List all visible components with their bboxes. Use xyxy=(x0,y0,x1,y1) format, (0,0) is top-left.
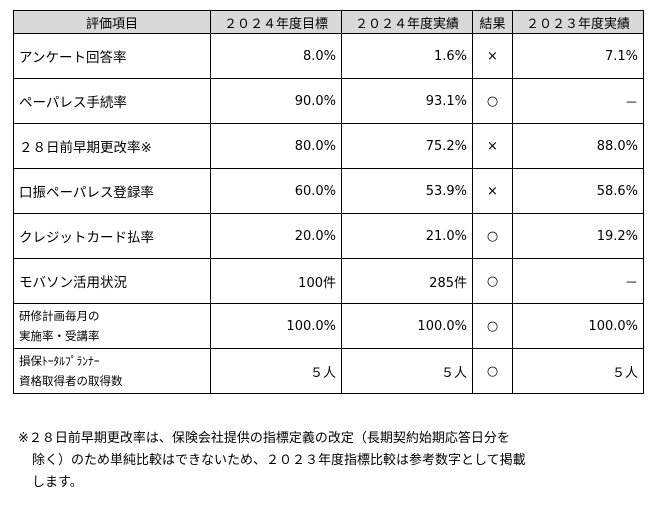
row-item: ２８日前早期更改率※ xyxy=(13,123,211,169)
row-result: ○ xyxy=(472,348,513,394)
header-2023-actual: ２０２３年度実績 xyxy=(512,10,644,34)
row-target: 80.0% xyxy=(210,123,342,169)
row-actual: 100.0% xyxy=(341,303,473,349)
row-target: ５人 xyxy=(210,348,342,394)
row-item: ペーパレス手続率 xyxy=(13,78,211,124)
row-target: 20.0% xyxy=(210,213,342,259)
footnote-line: 除く）のため単純比較はできないため、２０２３年度指標比較は参考数字として掲載 xyxy=(32,453,526,468)
row-result: × xyxy=(472,168,513,214)
kpi-evaluation-table: 評価項目 ２０２４年度目標 ２０２４年度実績 結果 ２０２３年度実績 アンケート… xyxy=(13,10,644,394)
header-result: 結果 xyxy=(472,10,513,34)
row-prev: － xyxy=(512,78,644,124)
row-target: 100.0% xyxy=(210,303,342,349)
row-prev: 19.2% xyxy=(512,213,644,259)
table-row: 口振ペーパレス登録率 60.0% 53.9% × 58.6% xyxy=(13,168,644,214)
table-row: モバソン活用状況 100件 285件 ○ － xyxy=(13,258,644,304)
table-row: ２８日前早期更改率※ 80.0% 75.2% × 88.0% xyxy=(13,123,644,169)
row-result: × xyxy=(472,33,513,79)
row-item: 研修計画毎月の 実施率・受講率 xyxy=(13,303,211,349)
row-result: ○ xyxy=(472,303,513,349)
row-result: ○ xyxy=(472,258,513,304)
footnote: ※２８日前早期更改率は、保険会社提供の指標定義の改定（長期契約始期応答日分を 除… xyxy=(18,428,638,494)
footnote-line: ※２８日前早期更改率は、保険会社提供の指標定義の改定（長期契約始期応答日分を xyxy=(18,431,510,446)
row-target: 90.0% xyxy=(210,78,342,124)
row-prev: － xyxy=(512,258,644,304)
row-target: 100件 xyxy=(210,258,342,304)
row-actual: 93.1% xyxy=(341,78,473,124)
row-result: ○ xyxy=(472,213,513,259)
row-result: ○ xyxy=(472,78,513,124)
row-result: × xyxy=(472,123,513,169)
row-item: クレジットカード払率 xyxy=(13,213,211,259)
row-actual: ５人 xyxy=(341,348,473,394)
row-actual: 1.6% xyxy=(341,33,473,79)
header-2024-actual: ２０２４年度実績 xyxy=(341,10,473,34)
row-prev: 7.1% xyxy=(512,33,644,79)
row-item-line2: 実施率・受講率 xyxy=(19,329,100,343)
row-prev: 88.0% xyxy=(512,123,644,169)
row-prev: 100.0% xyxy=(512,303,644,349)
row-prev: ５人 xyxy=(512,348,644,394)
row-prev: 58.6% xyxy=(512,168,644,214)
row-item: モバソン活用状況 xyxy=(13,258,211,304)
footnote-line: します。 xyxy=(32,475,83,490)
row-item-line1: 研修計画毎月の xyxy=(19,309,100,323)
row-item: 口振ペーパレス登録率 xyxy=(13,168,211,214)
table-row: クレジットカード払率 20.0% 21.0% ○ 19.2% xyxy=(13,213,644,259)
row-actual: 75.2% xyxy=(341,123,473,169)
row-item: 損保ﾄｰﾀﾙﾌﾟﾗﾝﾅｰ 資格取得者の取得数 xyxy=(13,348,211,394)
row-actual: 21.0% xyxy=(341,213,473,259)
table-header-row: 評価項目 ２０２４年度目標 ２０２４年度実績 結果 ２０２３年度実績 xyxy=(13,10,644,34)
row-target: 8.0% xyxy=(210,33,342,79)
row-item-line2: 資格取得者の取得数 xyxy=(19,374,123,388)
row-target: 60.0% xyxy=(210,168,342,214)
table-row: ペーパレス手続率 90.0% 93.1% ○ － xyxy=(13,78,644,124)
table-row: 損保ﾄｰﾀﾙﾌﾟﾗﾝﾅｰ 資格取得者の取得数 ５人 ５人 ○ ５人 xyxy=(13,348,644,394)
header-2024-target: ２０２４年度目標 xyxy=(210,10,342,34)
table-row: アンケート回答率 8.0% 1.6% × 7.1% xyxy=(13,33,644,79)
header-evaluation-item: 評価項目 xyxy=(13,10,211,34)
row-actual: 53.9% xyxy=(341,168,473,214)
row-item-line1: 損保ﾄｰﾀﾙﾌﾟﾗﾝﾅｰ xyxy=(19,354,100,368)
row-actual: 285件 xyxy=(341,258,473,304)
table-row: 研修計画毎月の 実施率・受講率 100.0% 100.0% ○ 100.0% xyxy=(13,303,644,349)
row-item: アンケート回答率 xyxy=(13,33,211,79)
